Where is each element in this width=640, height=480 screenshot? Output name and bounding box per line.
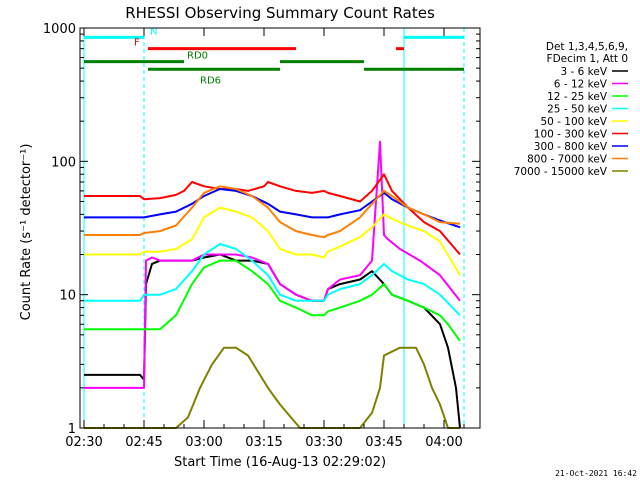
chart-title: RHESSI Observing Summary Count Rates — [125, 4, 435, 22]
x-tick-label: 02:30 — [65, 435, 102, 450]
series-line-5 — [84, 173, 461, 256]
legend-header-0: Det 1,3,4,5,6,9, — [546, 41, 628, 53]
status-label-rd0: RD0 — [187, 51, 208, 62]
series-line-4 — [84, 206, 461, 276]
y-tick-label: 1 — [68, 422, 76, 437]
status-label-rd6: RD6 — [200, 75, 221, 86]
plot-area: NF RD0 RD6 — [83, 26, 465, 429]
x-tick-label: 03:45 — [365, 435, 402, 450]
legend-entry-label: 800 - 7000 keV — [527, 154, 608, 166]
series-line-7 — [84, 185, 461, 239]
y-axis-ticks: 1 10 100 1000 — [43, 22, 480, 437]
timestamp: 21-Oct-2021 16:42 — [555, 469, 637, 478]
x-tick-label: 03:30 — [305, 435, 342, 450]
y-tick-label: 100 — [51, 155, 76, 170]
x-tick-label: 02:45 — [125, 435, 162, 450]
legend-entry-label: 25 - 50 keV — [547, 104, 608, 116]
series-line-2 — [84, 259, 461, 342]
x-axis-ticks: 02:30 02:45 03:00 03:15 03:30 03:45 04:00 — [65, 28, 465, 450]
plot-frame — [79, 27, 481, 429]
legend-entry-label: 6 - 12 keV — [554, 79, 608, 91]
x-axis-label: Start Time (16-Aug-13 02:29:02) — [174, 455, 386, 470]
legend-entry-label: 12 - 25 keV — [547, 91, 608, 103]
y-tick-label: 1000 — [43, 22, 76, 37]
y-axis-label: Count Rate (s⁻¹ detector⁻¹) — [19, 144, 34, 321]
legend-entry-label: 100 - 300 keV — [534, 129, 608, 141]
status-label-n: N — [150, 26, 157, 37]
x-tick-label: 03:00 — [185, 435, 222, 450]
series-line-1 — [84, 140, 461, 389]
x-tick-label: 03:15 — [245, 435, 282, 450]
legend-entry-label: 50 - 100 keV — [540, 116, 607, 128]
y-tick-label: 10 — [59, 289, 76, 304]
series-line-3 — [84, 243, 461, 316]
legend: Det 1,3,4,5,6,9,FDecim 1, Att 03 - 6 keV… — [514, 41, 628, 178]
legend-entry-label: 300 - 800 keV — [534, 141, 608, 153]
legend-header-1: FDecim 1, Att 0 — [547, 53, 628, 65]
legend-entry-label: 7000 - 15000 keV — [514, 166, 608, 178]
series-line-6 — [84, 188, 461, 229]
x-tick-label: 04:00 — [425, 435, 462, 450]
legend-entry-label: 3 - 6 keV — [560, 66, 607, 78]
status-label-f: F — [134, 38, 140, 49]
